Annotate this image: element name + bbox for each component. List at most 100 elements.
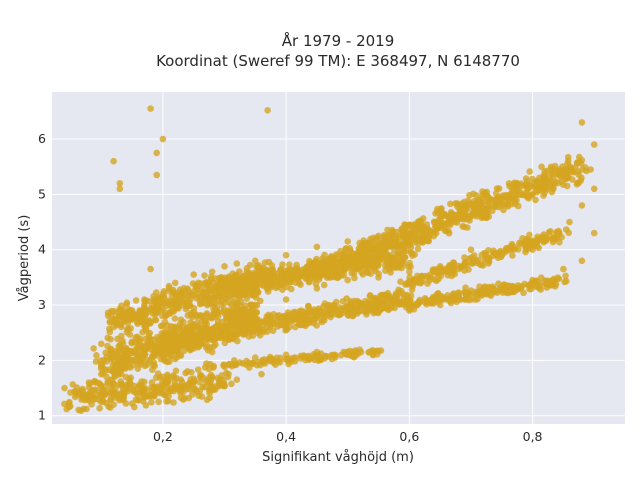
data-point xyxy=(208,348,216,356)
y-tick-label: 4 xyxy=(38,242,46,257)
data-point xyxy=(221,280,229,288)
data-point xyxy=(166,385,174,392)
data-point xyxy=(283,314,291,322)
data-point xyxy=(326,260,334,268)
data-point xyxy=(437,272,445,280)
data-point xyxy=(410,279,417,287)
data-point xyxy=(511,186,519,193)
data-point xyxy=(335,311,343,319)
data-point xyxy=(170,399,177,406)
data-point xyxy=(433,291,441,299)
chart-title: År 1979 - 2019 xyxy=(282,31,395,50)
data-point xyxy=(386,266,393,273)
data-point xyxy=(270,320,278,328)
data-point xyxy=(392,261,400,269)
data-point xyxy=(318,318,326,326)
data-point xyxy=(153,307,160,314)
data-point xyxy=(110,157,117,165)
data-point xyxy=(116,180,124,187)
data-point xyxy=(142,311,149,319)
data-point xyxy=(147,265,154,273)
data-point xyxy=(201,383,209,391)
y-tick-label: 5 xyxy=(38,186,46,201)
data-point xyxy=(114,335,121,343)
data-point xyxy=(313,285,321,292)
data-point xyxy=(207,273,215,281)
data-point xyxy=(180,347,188,355)
data-point xyxy=(467,213,475,220)
data-point xyxy=(160,355,168,363)
data-point xyxy=(590,185,598,193)
x-tick-label: 0,2 xyxy=(153,429,173,444)
data-point xyxy=(447,299,455,307)
data-point xyxy=(128,307,136,314)
data-point xyxy=(388,239,395,246)
data-point xyxy=(529,276,536,284)
data-point xyxy=(533,178,541,186)
data-point xyxy=(135,351,142,359)
data-point xyxy=(338,258,345,266)
data-point xyxy=(477,207,484,214)
data-point xyxy=(122,357,130,364)
data-point xyxy=(363,307,371,314)
data-point xyxy=(209,299,217,307)
data-point xyxy=(508,242,515,250)
data-point xyxy=(206,394,214,402)
data-point xyxy=(481,189,489,197)
data-point xyxy=(269,267,276,275)
data-point xyxy=(513,179,521,187)
data-point xyxy=(362,249,370,256)
data-point xyxy=(158,344,165,352)
data-point xyxy=(257,361,264,369)
data-point xyxy=(197,371,204,379)
data-point xyxy=(172,323,180,331)
data-point xyxy=(266,278,274,286)
data-point xyxy=(234,337,241,345)
data-point xyxy=(344,348,352,356)
data-point xyxy=(178,294,186,301)
data-point xyxy=(155,398,162,406)
data-point xyxy=(339,251,346,259)
data-point xyxy=(187,376,195,383)
data-point xyxy=(264,107,271,114)
data-point xyxy=(132,312,139,320)
data-point xyxy=(460,223,468,231)
data-point xyxy=(436,221,444,229)
data-point xyxy=(210,362,217,370)
data-point xyxy=(590,229,598,237)
data-point xyxy=(282,296,290,303)
data-point xyxy=(312,270,320,277)
data-point xyxy=(161,318,169,326)
data-point xyxy=(445,227,452,235)
data-point xyxy=(467,246,475,253)
data-point xyxy=(524,181,531,189)
data-point xyxy=(278,281,286,288)
data-point xyxy=(90,378,98,386)
data-point xyxy=(110,365,117,373)
data-point xyxy=(110,307,117,315)
data-point xyxy=(184,300,192,307)
data-point xyxy=(498,285,506,292)
data-point xyxy=(181,394,188,402)
data-point xyxy=(369,237,376,245)
data-point xyxy=(364,269,371,277)
data-point xyxy=(302,275,310,282)
data-point xyxy=(407,244,415,251)
y-tick-labels: 1 2 3 4 5 6 xyxy=(38,131,46,423)
data-point xyxy=(384,226,391,234)
data-point xyxy=(398,256,405,264)
data-point xyxy=(116,185,124,193)
data-point xyxy=(96,404,103,412)
data-point xyxy=(237,298,245,306)
data-point xyxy=(327,306,335,314)
data-point xyxy=(344,238,352,245)
data-point xyxy=(397,278,404,286)
data-point xyxy=(184,292,191,300)
data-point xyxy=(501,193,509,200)
data-point xyxy=(166,344,173,352)
data-point xyxy=(440,211,447,219)
data-point xyxy=(470,205,478,212)
data-point xyxy=(381,237,389,245)
data-point xyxy=(135,396,142,404)
data-point xyxy=(90,345,97,352)
